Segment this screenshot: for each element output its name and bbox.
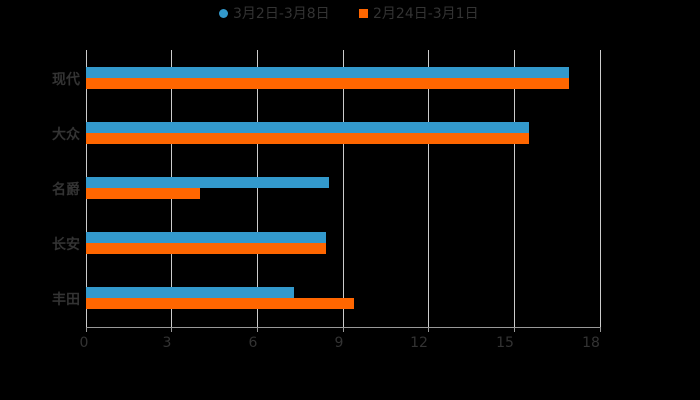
y-category-label: 现代 [52, 72, 80, 88]
x-tick-label: 15 [496, 335, 514, 351]
x-tick-label: 9 [334, 335, 344, 351]
gridline [428, 50, 429, 327]
x-tick [257, 327, 258, 332]
bar-previous-week[interactable] [86, 243, 326, 254]
x-tick [514, 327, 515, 332]
bar-current-week[interactable] [86, 122, 529, 133]
x-tick-label: 18 [582, 335, 600, 351]
bar-current-week[interactable] [86, 287, 294, 298]
y-category-label: 名爵 [52, 182, 80, 198]
x-tick-label: 3 [162, 335, 172, 351]
x-tick-label: 0 [79, 335, 89, 351]
bar-current-week[interactable] [86, 67, 569, 78]
gridline [514, 50, 515, 327]
chart-legend: 3月2日-3月8日 2月24日-3月1日 [0, 3, 700, 23]
legend-circle-marker-icon [219, 8, 228, 18]
x-tick [86, 327, 87, 332]
x-tick [600, 327, 601, 332]
gridline [257, 50, 258, 327]
legend-item-series-2[interactable]: 2月24日-3月1日 [359, 3, 479, 23]
legend-label: 2月24日-3月1日 [373, 6, 479, 22]
bar-previous-week[interactable] [86, 78, 569, 89]
bar-previous-week[interactable] [86, 188, 200, 199]
legend-label: 3月2日-3月8日 [233, 6, 330, 22]
legend-square-marker-icon [359, 8, 368, 18]
bar-current-week[interactable] [86, 177, 329, 188]
y-category-label: 长安 [52, 237, 80, 253]
bar-previous-week[interactable] [86, 298, 354, 309]
bar-current-week[interactable] [86, 232, 326, 243]
y-category-label: 大众 [52, 127, 80, 143]
x-tick [428, 327, 429, 332]
legend-item-series-1[interactable]: 3月2日-3月8日 [219, 3, 330, 23]
x-tick-label: 12 [410, 335, 428, 351]
x-tick [343, 327, 344, 332]
gridline [600, 50, 601, 327]
y-category-label: 丰田 [52, 292, 80, 308]
bar-previous-week[interactable] [86, 133, 529, 144]
gridline [343, 50, 344, 327]
x-tick-label: 6 [248, 335, 258, 351]
x-tick [171, 327, 172, 332]
